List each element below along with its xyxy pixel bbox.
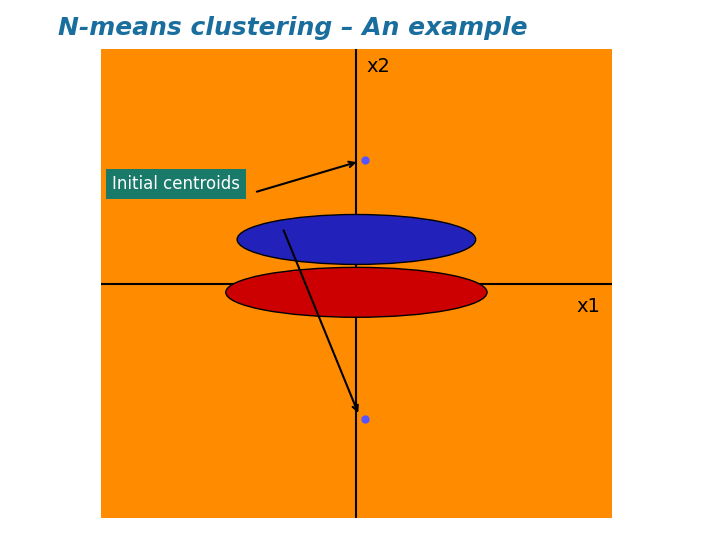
Ellipse shape <box>226 267 487 318</box>
Text: Initial centroids: Initial centroids <box>112 174 240 193</box>
Text: x1: x1 <box>577 298 600 316</box>
Ellipse shape <box>237 214 476 265</box>
Text: N-means clustering – An example: N-means clustering – An example <box>58 16 527 40</box>
Text: x2: x2 <box>366 57 390 76</box>
